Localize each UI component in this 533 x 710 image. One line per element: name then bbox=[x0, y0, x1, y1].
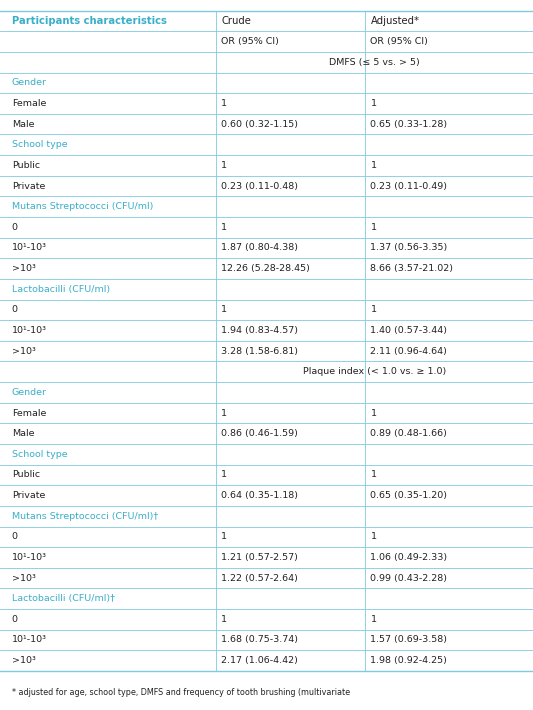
Text: 1.98 (0.92-4.25): 1.98 (0.92-4.25) bbox=[370, 656, 447, 665]
Text: 1: 1 bbox=[370, 99, 376, 108]
Text: 1: 1 bbox=[221, 532, 227, 541]
Text: OR (95% CI): OR (95% CI) bbox=[221, 37, 279, 46]
Text: School type: School type bbox=[12, 450, 67, 459]
Text: Lactobacilli (CFU/ml): Lactobacilli (CFU/ml) bbox=[12, 285, 110, 294]
Text: 1.37 (0.56-3.35): 1.37 (0.56-3.35) bbox=[370, 244, 448, 253]
Text: DMFS (≤ 5 vs. > 5): DMFS (≤ 5 vs. > 5) bbox=[329, 58, 420, 67]
Text: * adjusted for age, school type, DMFS and frequency of tooth brushing (multivari: * adjusted for age, school type, DMFS an… bbox=[12, 688, 350, 697]
Text: 1: 1 bbox=[221, 161, 227, 170]
Text: 0: 0 bbox=[12, 532, 18, 541]
Text: Adjusted*: Adjusted* bbox=[370, 16, 419, 26]
Text: Private: Private bbox=[12, 182, 45, 190]
Text: 1: 1 bbox=[370, 532, 376, 541]
Text: Mutans Streptococci (CFU/ml)†: Mutans Streptococci (CFU/ml)† bbox=[12, 512, 158, 520]
Text: Public: Public bbox=[12, 161, 40, 170]
Text: 1: 1 bbox=[221, 615, 227, 624]
Text: 1: 1 bbox=[370, 615, 376, 624]
Text: 1: 1 bbox=[221, 305, 227, 315]
Text: 1.87 (0.80-4.38): 1.87 (0.80-4.38) bbox=[221, 244, 298, 253]
Text: Female: Female bbox=[12, 408, 46, 417]
Text: 0.23 (0.11-0.49): 0.23 (0.11-0.49) bbox=[370, 182, 447, 190]
Text: 10¹-10³: 10¹-10³ bbox=[12, 635, 47, 645]
Text: Mutans Streptococci (CFU/ml): Mutans Streptococci (CFU/ml) bbox=[12, 202, 153, 211]
Text: Public: Public bbox=[12, 471, 40, 479]
Text: >10³: >10³ bbox=[12, 574, 36, 583]
Text: Plaque index (< 1.0 vs. ≥ 1.0): Plaque index (< 1.0 vs. ≥ 1.0) bbox=[303, 367, 446, 376]
Text: Crude: Crude bbox=[221, 16, 251, 26]
Text: 1: 1 bbox=[370, 161, 376, 170]
Text: 10¹-10³: 10¹-10³ bbox=[12, 553, 47, 562]
Text: Male: Male bbox=[12, 120, 34, 129]
Text: 0: 0 bbox=[12, 305, 18, 315]
Text: 2.17 (1.06-4.42): 2.17 (1.06-4.42) bbox=[221, 656, 298, 665]
Text: Gender: Gender bbox=[12, 78, 47, 87]
Text: 10¹-10³: 10¹-10³ bbox=[12, 244, 47, 253]
Text: 3.28 (1.58-6.81): 3.28 (1.58-6.81) bbox=[221, 346, 298, 356]
Text: >10³: >10³ bbox=[12, 346, 36, 356]
Text: 1: 1 bbox=[221, 408, 227, 417]
Text: 1: 1 bbox=[221, 471, 227, 479]
Text: School type: School type bbox=[12, 141, 67, 149]
Text: 0.60 (0.32-1.15): 0.60 (0.32-1.15) bbox=[221, 120, 298, 129]
Text: 1: 1 bbox=[221, 99, 227, 108]
Text: 0.23 (0.11-0.48): 0.23 (0.11-0.48) bbox=[221, 182, 298, 190]
Text: 1: 1 bbox=[370, 471, 376, 479]
Text: OR (95% CI): OR (95% CI) bbox=[370, 37, 429, 46]
Text: 1.06 (0.49-2.33): 1.06 (0.49-2.33) bbox=[370, 553, 448, 562]
Text: 0.64 (0.35-1.18): 0.64 (0.35-1.18) bbox=[221, 491, 298, 500]
Text: 1.22 (0.57-2.64): 1.22 (0.57-2.64) bbox=[221, 574, 298, 583]
Text: 0.89 (0.48-1.66): 0.89 (0.48-1.66) bbox=[370, 429, 447, 438]
Text: Lactobacilli (CFU/ml)†: Lactobacilli (CFU/ml)† bbox=[12, 594, 115, 604]
Text: 1: 1 bbox=[221, 223, 227, 231]
Text: 1.57 (0.69-3.58): 1.57 (0.69-3.58) bbox=[370, 635, 447, 645]
Text: Female: Female bbox=[12, 99, 46, 108]
Text: 1.21 (0.57-2.57): 1.21 (0.57-2.57) bbox=[221, 553, 298, 562]
Text: 0.65 (0.33-1.28): 0.65 (0.33-1.28) bbox=[370, 120, 448, 129]
Text: Gender: Gender bbox=[12, 388, 47, 397]
Text: 1: 1 bbox=[370, 223, 376, 231]
Text: >10³: >10³ bbox=[12, 264, 36, 273]
Text: 2.11 (0.96-4.64): 2.11 (0.96-4.64) bbox=[370, 346, 447, 356]
Text: >10³: >10³ bbox=[12, 656, 36, 665]
Text: 0: 0 bbox=[12, 223, 18, 231]
Text: 0: 0 bbox=[12, 615, 18, 624]
Text: 1: 1 bbox=[370, 408, 376, 417]
Text: Participants characteristics: Participants characteristics bbox=[12, 16, 167, 26]
Text: Male: Male bbox=[12, 429, 34, 438]
Text: 12.26 (5.28-28.45): 12.26 (5.28-28.45) bbox=[221, 264, 310, 273]
Text: 1.68 (0.75-3.74): 1.68 (0.75-3.74) bbox=[221, 635, 298, 645]
Text: 10¹-10³: 10¹-10³ bbox=[12, 326, 47, 335]
Text: 1: 1 bbox=[370, 305, 376, 315]
Text: 1.94 (0.83-4.57): 1.94 (0.83-4.57) bbox=[221, 326, 298, 335]
Text: 0.99 (0.43-2.28): 0.99 (0.43-2.28) bbox=[370, 574, 447, 583]
Text: 0.65 (0.35-1.20): 0.65 (0.35-1.20) bbox=[370, 491, 447, 500]
Text: 1.40 (0.57-3.44): 1.40 (0.57-3.44) bbox=[370, 326, 447, 335]
Text: 8.66 (3.57-21.02): 8.66 (3.57-21.02) bbox=[370, 264, 454, 273]
Text: Private: Private bbox=[12, 491, 45, 500]
Text: 0.86 (0.46-1.59): 0.86 (0.46-1.59) bbox=[221, 429, 298, 438]
